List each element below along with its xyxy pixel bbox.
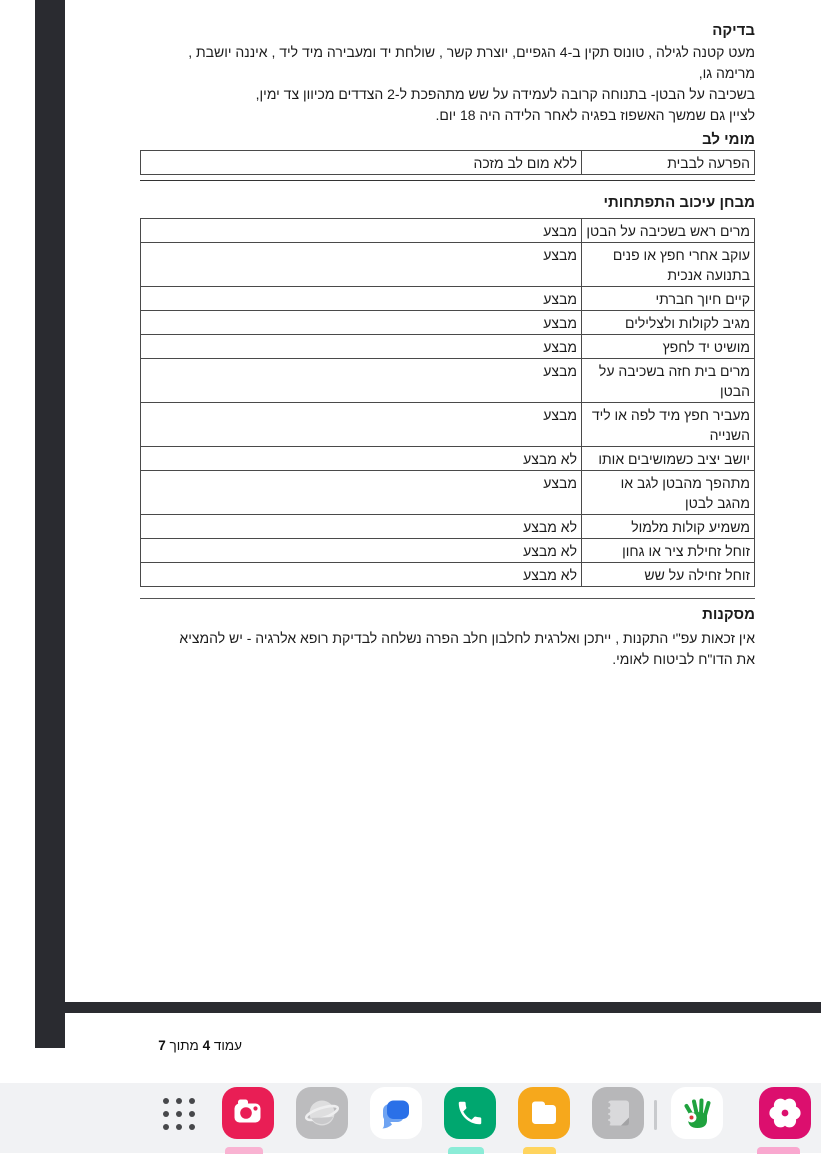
table-row: מעביר חפץ מיד לפה או ליד השנייה מבצע — [140, 402, 755, 447]
camera-glyph-icon — [234, 1099, 261, 1123]
footer-word-page: עמוד — [213, 1038, 242, 1053]
milestone-label-cell: מתהפך מהבטן לגב או מהגב לבטן — [581, 470, 755, 515]
milestone-label-cell: זוחל זחילת ציר או גחון — [581, 538, 755, 563]
development-milestones-table: מרים ראש בשכיבה על הבטן מבצע עוקב אחרי ח… — [140, 218, 755, 587]
flower-icon — [769, 1098, 801, 1128]
folder-icon — [532, 1101, 556, 1124]
milestone-label-cell: יושב יציב כשמושיבים אותו — [581, 446, 755, 471]
footer-page-number: 4 — [202, 1038, 211, 1053]
cutoff-icon-strip — [225, 1147, 263, 1154]
milestone-value-cell: לא מבצע — [140, 446, 582, 471]
section-title-exam: בדיקה — [712, 22, 755, 39]
table-row: הפרעה לבבית ללא מום לב מזכה — [140, 150, 755, 175]
milestone-label-cell: מרים בית חזה בשכיבה על הבטן — [581, 358, 755, 403]
gallery-app-icon[interactable] — [759, 1087, 811, 1139]
milestone-label-cell: זוחל זחילה על שש — [581, 562, 755, 587]
footer-word-of: מתוך — [169, 1038, 199, 1053]
pdf-page-gap-bar — [35, 1002, 821, 1013]
exam-line: מרימה גו, — [698, 65, 755, 81]
conclusions-paragraph: אין זכאות עפ"י התקנות , ייתכן ואלרגית לח… — [95, 628, 755, 670]
notes-app-icon[interactable] — [592, 1087, 644, 1139]
milestone-value-cell: לא מבצע — [140, 538, 582, 563]
milestone-value-cell: לא מבצע — [140, 514, 582, 539]
page-number-footer: עמוד 4 מתוך 7 — [146, 1036, 242, 1053]
green-hand-icon — [684, 1098, 711, 1128]
footer-total-pages: 7 — [158, 1038, 166, 1053]
heart-value-cell: ללא מום לב מזכה — [140, 150, 582, 175]
table-row: זוחל זחילת ציר או גחון לא מבצע — [140, 538, 755, 563]
table-row: מגיב לקולות ולצלילים מבצע — [140, 310, 755, 335]
exam-paragraph: מעט קטנה לגילה , טונוס תקין ב-4 הגפיים, … — [95, 42, 755, 126]
exam-line: לציין גם שמשך האשפוז בפגיה לאחר הלידה הי… — [435, 107, 755, 123]
files-app-icon[interactable] — [518, 1087, 570, 1139]
table-row: מושיט יד לחפץ מבצע — [140, 334, 755, 359]
cutoff-icon-strip — [757, 1147, 800, 1154]
browser-app-icon[interactable] — [296, 1087, 348, 1139]
milestone-label-cell: משמיע קולות מלמול — [581, 514, 755, 539]
camera-app-icon[interactable] — [222, 1087, 274, 1139]
conclusions-line: אין זכאות עפ"י התקנות , ייתכן ואלרגית לח… — [179, 630, 755, 646]
cutoff-icon-strip — [448, 1147, 484, 1154]
section-title-development: מבחן עיכוב התפתחותי — [603, 194, 755, 211]
table-row: מרים בית חזה בשכיבה על הבטן מבצע — [140, 358, 755, 403]
table-row: משמיע קולות מלמול לא מבצע — [140, 514, 755, 539]
exam-line: בשכיבה על הבטן- בתנוחה קרובה לעמידה על ש… — [255, 86, 755, 102]
milestone-value-cell: מבצע — [140, 286, 582, 311]
pdf-document-page[interactable]: בדיקה מעט קטנה לגילה , טונוס תקין ב-4 הג… — [65, 0, 821, 1002]
note-icon — [605, 1100, 629, 1126]
milestone-value-cell: מבצע — [140, 470, 582, 515]
conclusions-divider — [140, 598, 755, 599]
heart-label-cell: הפרעה לבבית — [581, 150, 755, 175]
chat-bubble-icon — [382, 1100, 409, 1129]
messages-app-icon[interactable] — [370, 1087, 422, 1139]
table-row: מתהפך מהבטן לגב או מהגב לבטן מבצע — [140, 470, 755, 515]
milestone-label-cell: קיים חיוך חברתי — [581, 286, 755, 311]
section-title-heart-defects: מומי לב — [702, 131, 755, 148]
phone-app-icon[interactable] — [444, 1087, 496, 1139]
phone-handset-icon — [458, 1101, 482, 1125]
milestone-label-cell: מעביר חפץ מיד לפה או ליד השנייה — [581, 402, 755, 447]
milestone-label-cell: עוקב אחרי חפץ או פנים בתנועה אנכית — [581, 242, 755, 287]
heart-table-double-rule — [140, 180, 755, 183]
pdf-viewer-left-background — [35, 0, 65, 1048]
milestone-value-cell: מבצע — [140, 218, 582, 243]
section-title-conclusions: מסקנות — [702, 606, 755, 623]
table-row: קיים חיוך חברתי מבצע — [140, 286, 755, 311]
exam-line: מעט קטנה לגילה , טונוס תקין ב-4 הגפיים, … — [188, 44, 755, 60]
table-row: יושב יציב כשמושיבים אותו לא מבצע — [140, 446, 755, 471]
milestone-value-cell: מבצע — [140, 242, 582, 287]
milestone-label-cell: מרים ראש בשכיבה על הבטן — [581, 218, 755, 243]
cutoff-icon-strip — [523, 1147, 556, 1154]
taskbar-divider — [654, 1100, 657, 1130]
conclusions-line: את הדו"ח לביטוח לאומי. — [612, 651, 755, 667]
heart-defects-table: הפרעה לבבית ללא מום לב מזכה — [140, 150, 755, 175]
milestone-value-cell: מבצע — [140, 310, 582, 335]
table-row: מרים ראש בשכיבה על הבטן מבצע — [140, 218, 755, 243]
apps-grid-icon[interactable] — [163, 1098, 195, 1130]
globe-icon — [304, 1100, 340, 1126]
milestone-label-cell: מגיב לקולות ולצלילים — [581, 310, 755, 335]
milestone-label-cell: מושיט יד לחפץ — [581, 334, 755, 359]
milestone-value-cell: מבצע — [140, 358, 582, 403]
health-app-icon[interactable] — [671, 1087, 723, 1139]
milestone-value-cell: לא מבצע — [140, 562, 582, 587]
table-row: עוקב אחרי חפץ או פנים בתנועה אנכית מבצע — [140, 242, 755, 287]
table-row: זוחל זחילה על שש לא מבצע — [140, 562, 755, 587]
milestone-value-cell: מבצע — [140, 402, 582, 447]
milestone-value-cell: מבצע — [140, 334, 582, 359]
